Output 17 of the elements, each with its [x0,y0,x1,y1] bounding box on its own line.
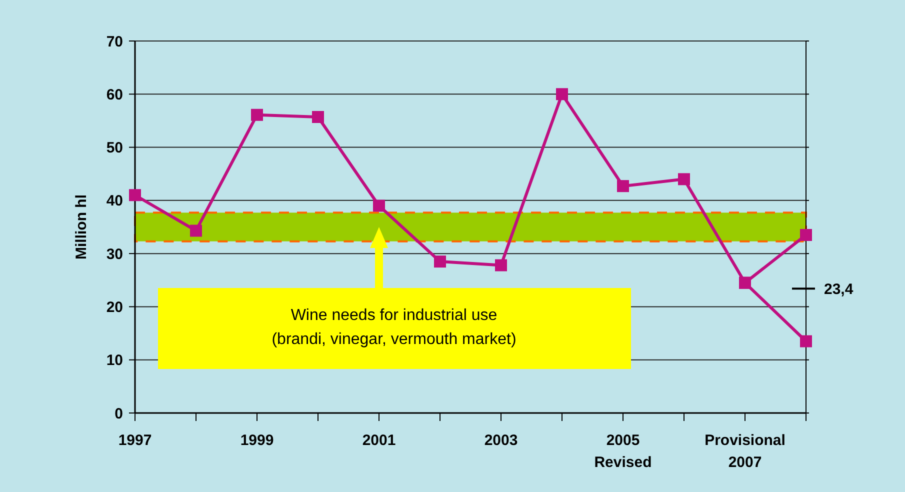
y-tick-label: 60 [106,86,123,104]
x-tick-label: 2003 [484,432,518,449]
y-tick-label: 10 [106,352,123,370]
annotation: Wine needs for industrial use (brandi, vinegar, vermouth market) [272,307,516,348]
y-tick-label: 20 [106,298,123,316]
y-tick-label: 70 [106,33,123,50]
y-axis-title: Million hl [73,194,90,260]
x-tick-label: 1999 [240,432,274,449]
y-tick-label: 40 [106,192,123,210]
x-tick-label: 2005 Revised [594,432,652,471]
y-tick-label: 50 [106,140,123,157]
x-tick-label: 2001 [362,432,396,449]
y-tick-label: 30 [106,246,123,263]
ref-line-label: 23,4 [824,280,854,298]
x-tick-label: Provisional 2007 [704,432,786,471]
x-tick-label: 1997 [118,432,152,449]
y-tick-label: 0 [114,405,123,422]
